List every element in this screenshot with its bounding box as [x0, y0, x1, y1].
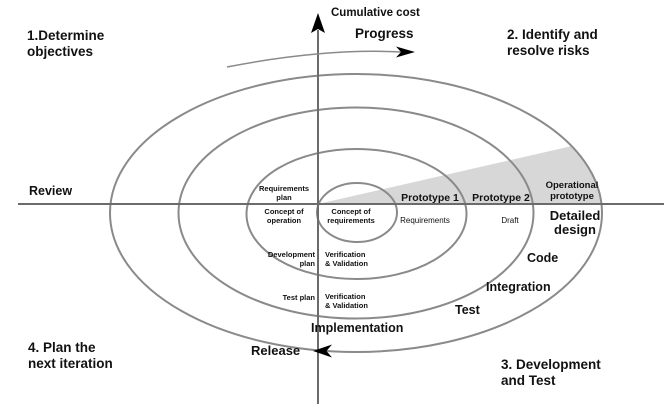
implementation-label: Implementation	[311, 321, 404, 335]
quadrant-1-determine-objectives: 1.Determine objectives	[27, 28, 105, 59]
concept-of-operation-label: Concept of operation	[264, 207, 304, 225]
detailed-design-label: Detailed design	[549, 208, 601, 237]
test-label: Test	[455, 303, 480, 317]
review-label: Review	[29, 184, 73, 198]
release-label: Release	[251, 343, 301, 358]
progress-arrow-icon	[396, 46, 415, 58]
prototype-2-label: Prototype 2	[472, 192, 530, 204]
integration-label: Integration	[486, 280, 551, 294]
spiral-loop-3	[177, 106, 535, 320]
operational-prototype-label: Operational prototype	[545, 180, 599, 202]
prototype-wedge-shape	[318, 146, 602, 204]
development-plan-label: Development plan	[267, 250, 315, 268]
verification-validation-label-2: Verification & Validation	[325, 292, 368, 310]
release-arrow-icon	[313, 344, 332, 358]
cumulative-cost-label: Cumulative cost	[331, 7, 420, 19]
requirements-label: Requirements	[400, 216, 450, 225]
concept-of-requirements-label: Concept of requirements	[327, 207, 375, 225]
progress-label: Progress	[355, 26, 414, 41]
up-arrow-icon	[311, 13, 325, 33]
requirements-plan-label: Requirements plan	[258, 184, 310, 202]
draft-label: Draft	[501, 216, 519, 225]
spiral-loop-4	[109, 73, 603, 353]
quadrant-2-identify-resolve-risks: 2. Identify and resolve risks	[507, 27, 598, 58]
test-plan-label: Test plan	[282, 293, 315, 302]
quadrant-3-development-test: 3. Development and Test	[501, 357, 601, 388]
spiral-loop-2	[245, 148, 468, 280]
quadrant-4-plan-next-iteration: 4. Plan the next iteration	[28, 340, 113, 371]
progress-arrow-curve	[226, 50, 403, 68]
prototype-1-label: Prototype 1	[401, 192, 459, 204]
verification-validation-label-1: Verification & Validation	[325, 250, 368, 268]
code-label: Code	[527, 251, 559, 265]
